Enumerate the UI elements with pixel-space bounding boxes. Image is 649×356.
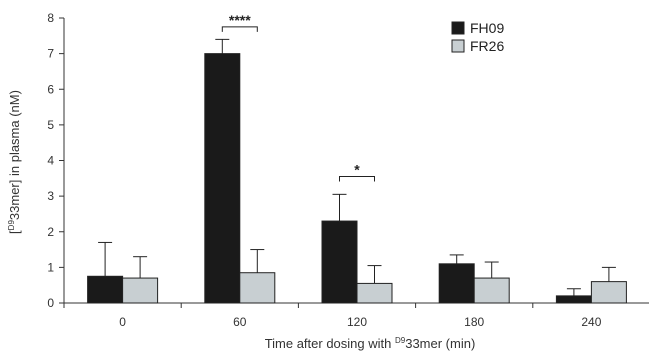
y-axis-title: [D933mer] in plasma (nM) bbox=[7, 90, 22, 234]
legend-label-fr26: FR26 bbox=[470, 38, 504, 54]
y-tick-label: 2 bbox=[47, 225, 54, 239]
bar-fh09 bbox=[555, 295, 592, 304]
legend-swatch-fr26 bbox=[451, 39, 465, 53]
bar-fh09 bbox=[87, 275, 124, 304]
legend: FH09 FR26 bbox=[451, 20, 504, 54]
significance-bracket bbox=[339, 176, 375, 182]
bar-fh09 bbox=[321, 220, 358, 304]
significance-bracket bbox=[221, 26, 258, 32]
x-axis-title: Time after dosing with D933mer (min) bbox=[265, 336, 476, 351]
y-tick-label: 8 bbox=[47, 11, 54, 25]
bar-fh09 bbox=[438, 263, 475, 304]
y-tick-label: 5 bbox=[47, 118, 54, 132]
significance-markers: ***** bbox=[221, 12, 375, 182]
bar-fr26 bbox=[590, 281, 627, 304]
bar-fr26 bbox=[122, 277, 159, 304]
y-tick-label: 3 bbox=[47, 189, 54, 203]
y-tick-label: 6 bbox=[47, 82, 54, 96]
y-tick-label: 7 bbox=[47, 47, 54, 61]
significance-label: **** bbox=[229, 12, 251, 28]
bar-fh09 bbox=[204, 53, 241, 304]
x-tick-label: 240 bbox=[581, 315, 601, 329]
bars bbox=[87, 38, 627, 304]
y-axis: 0 1 2 3 4 5 6 7 8 bbox=[47, 11, 65, 310]
significance-label: * bbox=[354, 162, 360, 178]
y-tick-label: 1 bbox=[47, 260, 54, 274]
bar-fr26 bbox=[356, 282, 393, 304]
x-tick-label: 0 bbox=[119, 315, 126, 329]
bar-fr26 bbox=[473, 277, 510, 304]
legend-label-fh09: FH09 bbox=[470, 20, 504, 36]
bar-fr26 bbox=[239, 272, 276, 304]
x-tick-label: 120 bbox=[347, 315, 367, 329]
y-tick-label: 0 bbox=[47, 296, 54, 310]
x-tick-label: 60 bbox=[233, 315, 247, 329]
x-axis: 0 60 120 180 240 bbox=[63, 302, 649, 329]
x-tick-label: 180 bbox=[464, 315, 484, 329]
y-tick-label: 4 bbox=[47, 154, 54, 168]
legend-swatch-fh09 bbox=[451, 21, 465, 35]
